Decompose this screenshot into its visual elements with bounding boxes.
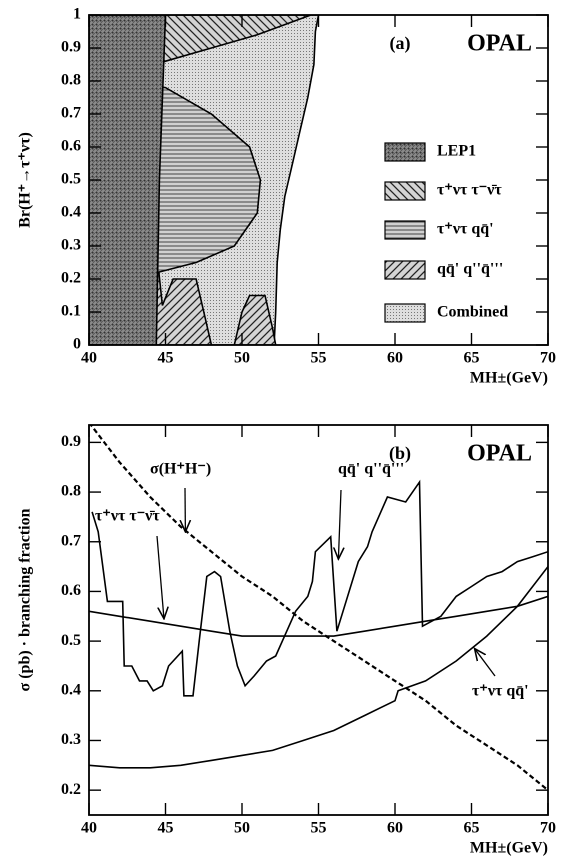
frame xyxy=(88,424,549,816)
x-tick-label: 55 xyxy=(311,820,327,837)
x-tick-label: 60 xyxy=(387,820,403,837)
y-axis-label: Br(H⁺→τ⁺ντ) xyxy=(17,132,34,228)
y-tick-label: 0.5 xyxy=(61,632,81,649)
panel-label: (b) xyxy=(389,443,411,464)
plot-area xyxy=(89,15,320,345)
curve-label: τ⁺ντ qq̄' xyxy=(472,683,529,700)
legend-swatch xyxy=(384,142,426,162)
y-tick-label: 0.4 xyxy=(61,681,81,698)
curve xyxy=(89,566,548,769)
legend-label: LEP1 xyxy=(437,143,476,160)
y-tick-label: 0.8 xyxy=(61,483,81,500)
experiment-label: OPAL xyxy=(467,31,532,57)
legend-swatch xyxy=(384,260,426,280)
y-axis-label: σ (pb) · branching fraction xyxy=(17,508,34,691)
y-tick-label: 0.3 xyxy=(61,731,81,748)
x-tick-label: 40 xyxy=(81,350,97,367)
y-tick-label: 0.2 xyxy=(61,270,81,287)
x-tick-label: 65 xyxy=(464,820,480,837)
legend-label: qq̄' q''q̄''' xyxy=(437,261,503,278)
plot-area xyxy=(89,425,548,792)
legend-swatch xyxy=(384,220,426,240)
y-tick-label: 0.8 xyxy=(61,72,81,89)
annotation-arrow xyxy=(156,535,164,619)
annotation-arrow xyxy=(338,489,341,559)
panel-label: (a) xyxy=(390,33,411,54)
y-tick-label: 0.4 xyxy=(61,204,81,221)
x-axis-label: MH±(GeV) xyxy=(470,370,548,387)
y-tick-label: 0.6 xyxy=(61,138,81,155)
annotation-arrow xyxy=(475,649,496,677)
x-tick-label: 50 xyxy=(234,350,250,367)
legend-swatch xyxy=(384,181,426,201)
curve-label: qq̄' q''q̄''' xyxy=(338,461,404,478)
x-tick-label: 70 xyxy=(540,820,556,837)
y-tick-label: 0.7 xyxy=(61,105,81,122)
legend-swatch xyxy=(384,303,426,323)
y-tick-label: 0.7 xyxy=(61,532,81,549)
x-tick-label: 60 xyxy=(387,350,403,367)
curve xyxy=(89,425,548,792)
legend-label: τ⁺ντ qq̄' xyxy=(437,221,494,238)
excluded-region xyxy=(89,15,167,345)
y-tick-label: 0.6 xyxy=(61,582,81,599)
legend-label: τ⁺ντ τ⁻ν̄τ xyxy=(437,182,502,199)
x-tick-label: 40 xyxy=(81,820,97,837)
curve xyxy=(91,479,548,697)
x-tick-label: 50 xyxy=(234,820,250,837)
x-tick-label: 45 xyxy=(158,820,174,837)
y-tick-label: 0.1 xyxy=(61,303,81,320)
y-tick-label: 0.2 xyxy=(61,781,81,798)
x-tick-label: 70 xyxy=(540,350,556,367)
x-tick-label: 65 xyxy=(464,350,480,367)
y-tick-label: 0.3 xyxy=(61,237,81,254)
x-tick-label: 45 xyxy=(158,350,174,367)
experiment-label: OPAL xyxy=(467,441,532,467)
legend-label: Combined xyxy=(437,304,508,321)
y-tick-label: 0.9 xyxy=(61,39,81,56)
curve xyxy=(89,595,548,637)
curve-label: σ(H⁺H⁻) xyxy=(150,461,211,478)
curve-label: τ⁺ντ τ⁻ν̄τ xyxy=(95,508,160,525)
y-tick-label: 0.5 xyxy=(61,171,81,188)
y-tick-label: 0 xyxy=(73,336,81,353)
y-tick-label: 0.9 xyxy=(61,433,81,450)
x-axis-label: MH±(GeV) xyxy=(470,840,548,857)
x-tick-label: 55 xyxy=(311,350,327,367)
y-tick-label: 1 xyxy=(73,6,81,23)
